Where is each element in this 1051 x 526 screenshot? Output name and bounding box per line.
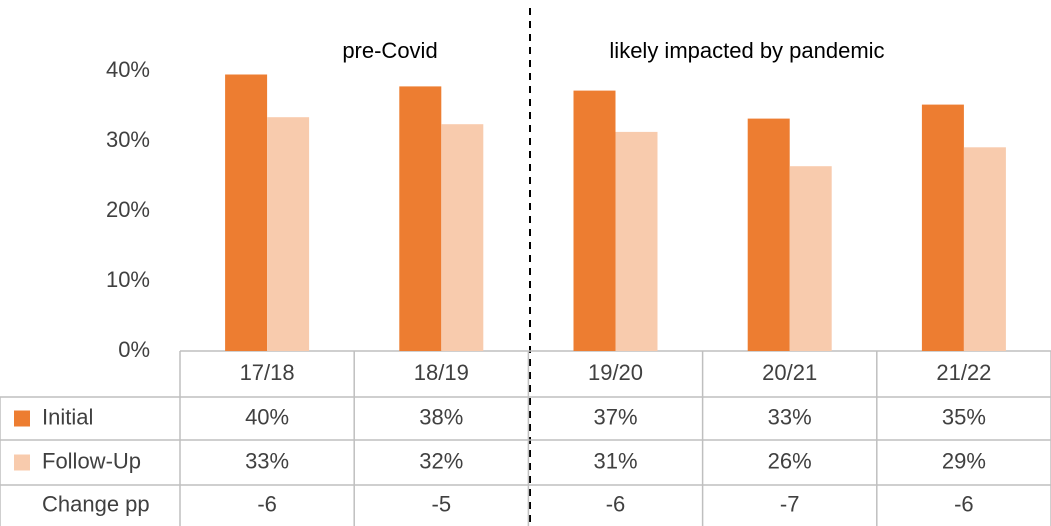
legend-label: Initial xyxy=(42,404,93,429)
change-value: -6 xyxy=(257,491,277,516)
data-label: 31% xyxy=(593,448,637,473)
x-tick-label: 21/22 xyxy=(936,360,991,385)
y-tick-label: 30% xyxy=(106,127,150,152)
data-label: 32% xyxy=(419,448,463,473)
bar xyxy=(225,74,268,351)
bar xyxy=(573,90,616,351)
legend-swatch xyxy=(14,454,30,471)
bar xyxy=(615,131,658,351)
x-tick-label: 19/20 xyxy=(588,360,643,385)
data-label: 35% xyxy=(942,404,986,429)
legend-swatch xyxy=(14,410,30,427)
bar xyxy=(267,117,310,351)
x-tick-label: 17/18 xyxy=(240,360,295,385)
data-label: 40% xyxy=(245,404,289,429)
y-tick-label: 20% xyxy=(106,197,150,222)
bar xyxy=(747,118,790,351)
data-label: 37% xyxy=(593,404,637,429)
bar xyxy=(399,86,442,352)
annotation: pre-Covid xyxy=(342,38,437,63)
annotation: likely impacted by pandemic xyxy=(609,38,884,63)
data-label: 29% xyxy=(942,448,986,473)
x-tick-label: 20/21 xyxy=(762,360,817,385)
y-tick-label: 10% xyxy=(106,267,150,292)
change-value: -5 xyxy=(432,491,452,516)
data-label: 33% xyxy=(245,448,289,473)
bar xyxy=(921,104,964,351)
bar xyxy=(789,166,832,351)
change-value: -6 xyxy=(606,491,626,516)
change-value: -6 xyxy=(954,491,974,516)
change-value: -7 xyxy=(780,491,800,516)
bar xyxy=(441,124,484,351)
data-label: 33% xyxy=(768,404,812,429)
legend-label: Follow-Up xyxy=(42,448,141,473)
y-tick-label: 40% xyxy=(106,57,150,82)
x-tick-label: 18/19 xyxy=(414,360,469,385)
bar xyxy=(963,147,1006,351)
y-tick-label: 0% xyxy=(118,337,150,362)
data-label: 26% xyxy=(768,448,812,473)
data-label: 38% xyxy=(419,404,463,429)
row-label: Change pp xyxy=(42,491,150,516)
